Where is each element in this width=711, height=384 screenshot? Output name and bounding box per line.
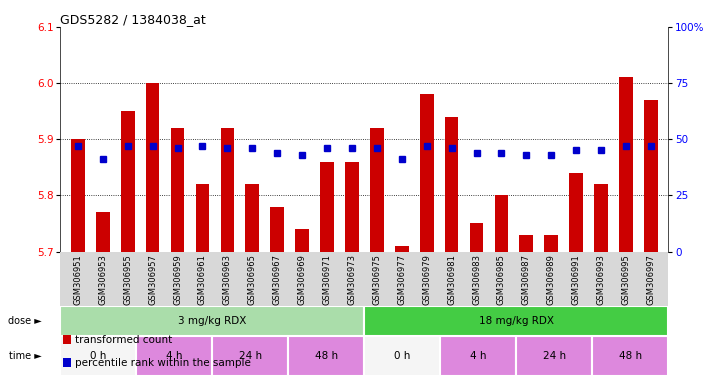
- Bar: [364, 336, 440, 376]
- Text: GSM306969: GSM306969: [298, 254, 306, 305]
- Bar: [594, 184, 608, 252]
- Text: GSM306959: GSM306959: [173, 254, 182, 305]
- Text: GDS5282 / 1384038_at: GDS5282 / 1384038_at: [60, 13, 206, 26]
- Text: 24 h: 24 h: [542, 351, 566, 361]
- Text: 18 mg/kg RDX: 18 mg/kg RDX: [479, 316, 554, 326]
- Bar: [440, 336, 516, 376]
- Text: GSM306989: GSM306989: [547, 254, 556, 305]
- Text: GSM306971: GSM306971: [323, 254, 331, 305]
- Bar: [289, 336, 364, 376]
- Text: GSM306961: GSM306961: [198, 254, 207, 305]
- Text: GSM306979: GSM306979: [422, 254, 431, 305]
- Bar: [619, 78, 633, 252]
- Bar: [644, 100, 658, 252]
- Text: GSM306965: GSM306965: [247, 254, 257, 305]
- Bar: [137, 336, 213, 376]
- Text: GSM306983: GSM306983: [472, 254, 481, 305]
- Text: GSM306985: GSM306985: [497, 254, 506, 305]
- Bar: [171, 128, 184, 252]
- Bar: [60, 336, 137, 376]
- Text: 24 h: 24 h: [239, 351, 262, 361]
- Text: GSM306997: GSM306997: [646, 254, 656, 305]
- Bar: [545, 235, 558, 252]
- Text: 4 h: 4 h: [470, 351, 486, 361]
- Bar: [345, 162, 359, 252]
- Bar: [520, 235, 533, 252]
- Bar: [121, 111, 134, 252]
- Text: GSM306955: GSM306955: [123, 254, 132, 305]
- Bar: [495, 195, 508, 252]
- Bar: [295, 229, 309, 252]
- Bar: [213, 336, 289, 376]
- Bar: [395, 246, 409, 252]
- Text: GSM306967: GSM306967: [273, 254, 282, 305]
- Text: 48 h: 48 h: [315, 351, 338, 361]
- Text: time ►: time ►: [9, 351, 42, 361]
- Text: GSM306953: GSM306953: [98, 254, 107, 305]
- Text: transformed count: transformed count: [75, 335, 172, 345]
- Bar: [60, 306, 364, 336]
- Bar: [419, 94, 434, 252]
- Text: 4 h: 4 h: [166, 351, 183, 361]
- Text: GSM306993: GSM306993: [597, 254, 606, 305]
- Bar: [516, 336, 592, 376]
- Bar: [570, 173, 583, 252]
- Bar: [245, 184, 259, 252]
- Text: GSM306991: GSM306991: [572, 254, 581, 305]
- Bar: [370, 128, 384, 252]
- Text: 3 mg/kg RDX: 3 mg/kg RDX: [178, 316, 247, 326]
- Bar: [470, 223, 483, 252]
- Text: 0 h: 0 h: [90, 351, 107, 361]
- Text: GSM306977: GSM306977: [397, 254, 406, 305]
- Text: GSM306951: GSM306951: [73, 254, 82, 305]
- Bar: [270, 207, 284, 252]
- Bar: [196, 184, 209, 252]
- Bar: [592, 336, 668, 376]
- Text: GSM306981: GSM306981: [447, 254, 456, 305]
- Text: GSM306987: GSM306987: [522, 254, 531, 305]
- Bar: [320, 162, 334, 252]
- Bar: [220, 128, 234, 252]
- Bar: [364, 306, 668, 336]
- Text: 0 h: 0 h: [394, 351, 410, 361]
- Text: GSM306957: GSM306957: [148, 254, 157, 305]
- Bar: [445, 117, 459, 252]
- Text: GSM306995: GSM306995: [621, 254, 631, 305]
- Bar: [146, 83, 159, 252]
- Text: 48 h: 48 h: [619, 351, 642, 361]
- Text: GSM306973: GSM306973: [348, 254, 356, 305]
- Text: percentile rank within the sample: percentile rank within the sample: [75, 358, 250, 368]
- Text: GSM306975: GSM306975: [373, 254, 381, 305]
- Text: GSM306963: GSM306963: [223, 254, 232, 305]
- Bar: [71, 139, 85, 252]
- Text: dose ►: dose ►: [9, 316, 42, 326]
- Bar: [96, 212, 109, 252]
